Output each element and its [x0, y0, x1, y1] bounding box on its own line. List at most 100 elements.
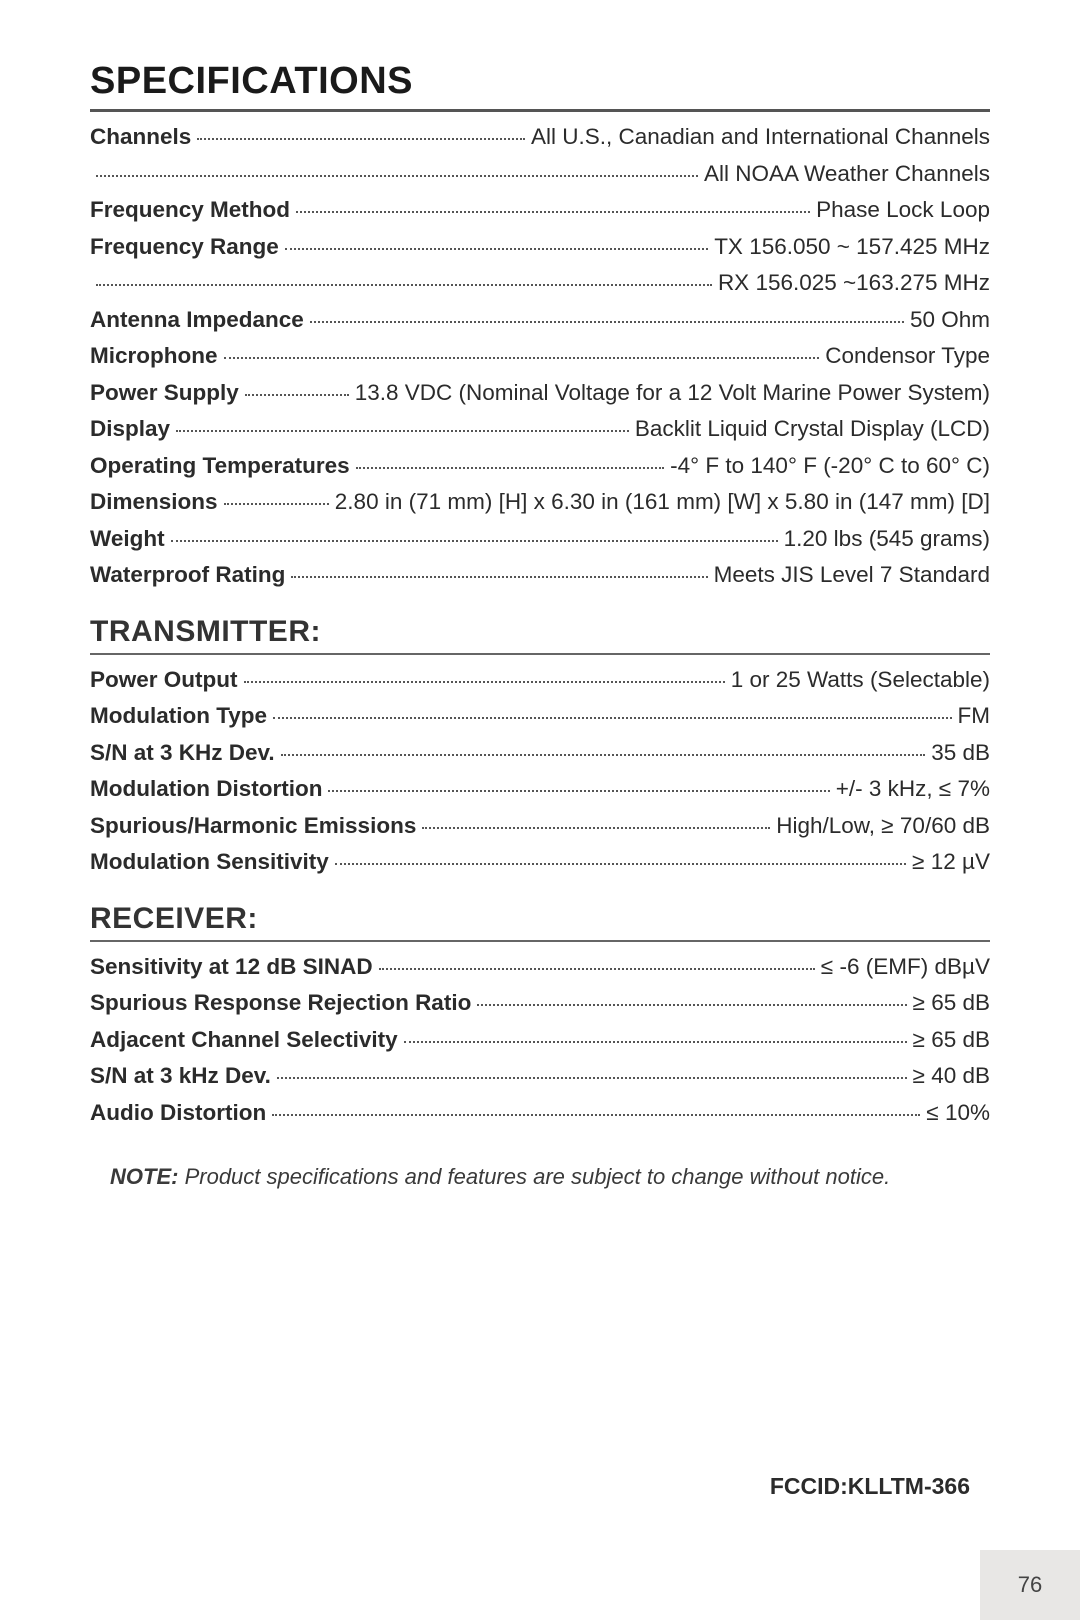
- spec-value: All U.S., Canadian and International Cha…: [531, 126, 990, 149]
- spec-label: S/N at 3 KHz Dev.: [90, 742, 275, 765]
- spec-row: Frequency Method Phase Lock Loop: [90, 199, 990, 222]
- leader-dots: [296, 211, 810, 213]
- spec-label: Modulation Distortion: [90, 778, 322, 801]
- leader-dots: [171, 540, 778, 542]
- spec-label: S/N at 3 kHz Dev.: [90, 1065, 271, 1088]
- leader-dots: [328, 790, 829, 792]
- leader-dots: [422, 827, 770, 829]
- spec-label: Power Supply: [90, 382, 239, 405]
- spec-value: 1 or 25 Watts (Selectable): [731, 669, 990, 692]
- transmitter-specs: Power Output 1 or 25 Watts (Selectable) Mo…: [90, 669, 990, 874]
- receiver-rule: [90, 940, 990, 942]
- spec-value: 2.80 in (71 mm) [H] x 6.30 in (161 mm) […: [335, 491, 990, 514]
- spec-row: All NOAA Weather Channels: [90, 163, 990, 186]
- spec-label: Display: [90, 418, 170, 441]
- spec-value: 1.20 lbs (545 grams): [784, 528, 990, 551]
- spec-label: Channels: [90, 126, 191, 149]
- spec-label: Frequency Method: [90, 199, 290, 222]
- spec-value: Meets JIS Level 7 Standard: [714, 564, 990, 587]
- spec-row: Audio Distortion ≤ 10%: [90, 1102, 990, 1125]
- leader-dots: [197, 138, 525, 140]
- spec-value: 13.8 VDC (Nominal Voltage for a 12 Volt …: [355, 382, 990, 405]
- transmitter-rule: [90, 653, 990, 655]
- spec-label: Frequency Range: [90, 236, 279, 259]
- spec-row: Power Supply 13.8 VDC (Nominal Voltage fo…: [90, 382, 990, 405]
- spec-row: Modulation Distortion +/- 3 kHz, ≤ 7%: [90, 778, 990, 801]
- spec-row: Weight 1.20 lbs (545 grams): [90, 528, 990, 551]
- spec-value: 35 dB: [931, 742, 990, 765]
- leader-dots: [310, 321, 904, 323]
- spec-row: S/N at 3 kHz Dev. ≥ 40 dB: [90, 1065, 990, 1088]
- leader-dots: [244, 681, 725, 683]
- spec-value: ≥ 40 dB: [913, 1065, 990, 1088]
- page-title: SPECIFICATIONS: [90, 60, 990, 103]
- leader-dots: [96, 284, 712, 286]
- leader-dots: [404, 1041, 907, 1043]
- spec-value: ≤ 10%: [926, 1102, 990, 1125]
- spec-row: S/N at 3 KHz Dev. 35 dB: [90, 742, 990, 765]
- spec-label: Operating Temperatures: [90, 455, 350, 478]
- spec-row: Spurious Response Rejection Ratio≥ 65 dB: [90, 992, 990, 1015]
- title-rule: [90, 109, 990, 112]
- spec-label: Spurious Response Rejection Ratio: [90, 992, 471, 1015]
- leader-dots: [281, 754, 926, 756]
- spec-value: TX 156.050 ~ 157.425 MHz: [714, 236, 990, 259]
- note-text-body: Product specifications and features are …: [185, 1164, 891, 1189]
- spec-label: Waterproof Rating: [90, 564, 285, 587]
- specifications-page: SPECIFICATIONS Channels All U.S., Canadia…: [0, 0, 1080, 1620]
- leader-dots: [176, 430, 629, 432]
- spec-row: Modulation Type FM: [90, 705, 990, 728]
- spec-label: Sensitivity at 12 dB SINAD: [90, 956, 373, 979]
- spec-row: Antenna Impedance 50 Ohm: [90, 309, 990, 332]
- leader-dots: [277, 1077, 907, 1079]
- page-number: 76: [980, 1550, 1080, 1620]
- spec-value: All NOAA Weather Channels: [704, 163, 990, 186]
- spec-label: Antenna Impedance: [90, 309, 304, 332]
- spec-value: -4° F to 140° F (-20° C to 60° C): [670, 455, 990, 478]
- note-label: NOTE:: [110, 1164, 178, 1189]
- spec-value: ≥ 12 µV: [912, 851, 990, 874]
- spec-row: Waterproof Rating Meets JIS Level 7 Stand…: [90, 564, 990, 587]
- spec-label: Adjacent Channel Selectivity: [90, 1029, 398, 1052]
- general-specs: Channels All U.S., Canadian and Internati…: [90, 126, 990, 587]
- leader-dots: [335, 863, 906, 865]
- spec-value: FM: [958, 705, 991, 728]
- leader-dots: [224, 357, 820, 359]
- leader-dots: [272, 1114, 920, 1116]
- spec-value: Phase Lock Loop: [816, 199, 990, 222]
- spec-value: High/Low, ≥ 70/60 dB: [776, 815, 990, 838]
- spec-label: Weight: [90, 528, 165, 551]
- transmitter-heading: TRANSMITTER:: [90, 615, 990, 649]
- spec-label: Microphone: [90, 345, 218, 368]
- receiver-specs: Sensitivity at 12 dB SINAD ≤ -6 (EMF) dBµ…: [90, 956, 990, 1125]
- spec-label: Modulation Type: [90, 705, 267, 728]
- spec-value: ≥ 65 dB: [913, 1029, 990, 1052]
- leader-dots: [273, 717, 951, 719]
- spec-value: ≤ -6 (EMF) dBµV: [821, 956, 990, 979]
- leader-dots: [285, 248, 708, 250]
- spec-row: Microphone Condensor Type: [90, 345, 990, 368]
- leader-dots: [379, 968, 815, 970]
- spec-value: 50 Ohm: [910, 309, 990, 332]
- spec-row: Frequency Range TX 156.050 ~ 157.425 MHz: [90, 236, 990, 259]
- spec-value: Condensor Type: [825, 345, 990, 368]
- spec-label: Spurious/Harmonic Emissions: [90, 815, 416, 838]
- spec-row: RX 156.025 ~163.275 MHz: [90, 272, 990, 295]
- spec-row: DisplayBacklit Liquid Crystal Display (L…: [90, 418, 990, 441]
- spec-label: Power Output: [90, 669, 238, 692]
- leader-dots: [356, 467, 664, 469]
- leader-dots: [245, 394, 349, 396]
- spec-row: Adjacent Channel Selectivity ≥ 65 dB: [90, 1029, 990, 1052]
- leader-dots: [96, 175, 698, 177]
- spec-value: +/- 3 kHz, ≤ 7%: [836, 778, 990, 801]
- fcc-id: FCCID:KLLTM-366: [770, 1473, 970, 1500]
- receiver-heading: RECEIVER:: [90, 902, 990, 936]
- leader-dots: [291, 576, 707, 578]
- spec-label: Audio Distortion: [90, 1102, 266, 1125]
- spec-value: RX 156.025 ~163.275 MHz: [718, 272, 990, 295]
- spec-label: Modulation Sensitivity: [90, 851, 329, 874]
- spec-row: Sensitivity at 12 dB SINAD ≤ -6 (EMF) dBµ…: [90, 956, 990, 979]
- spec-row: Modulation Sensitivity ≥ 12 µV: [90, 851, 990, 874]
- note: NOTE: Product specifications and feature…: [90, 1164, 990, 1190]
- leader-dots: [477, 1004, 906, 1006]
